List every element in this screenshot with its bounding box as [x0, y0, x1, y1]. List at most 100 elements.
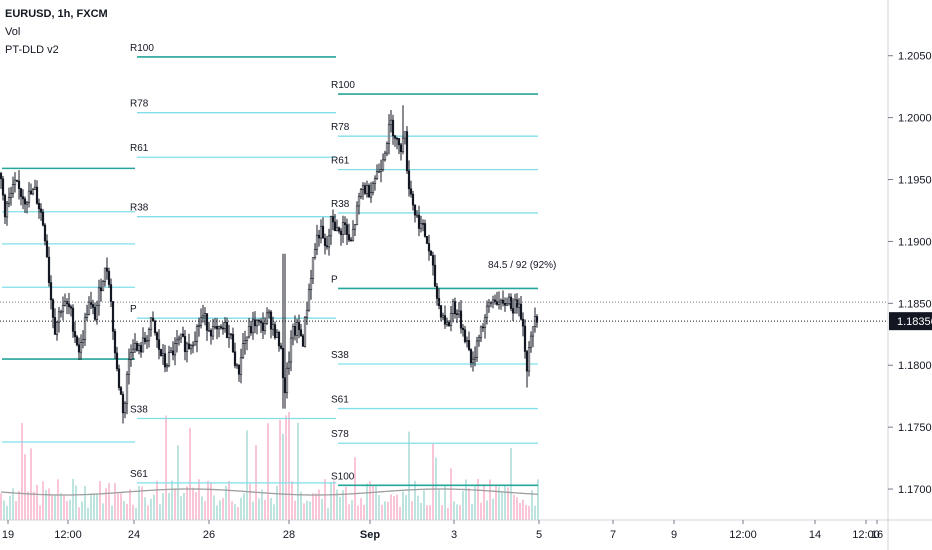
candle-body	[281, 348, 285, 379]
candle-body	[203, 313, 207, 317]
candle-body	[75, 336, 79, 346]
volume-bar	[231, 501, 233, 520]
volume-bar	[321, 498, 323, 520]
volume-bar	[171, 480, 173, 520]
volume-bar	[432, 443, 434, 520]
volume-bar	[90, 494, 92, 520]
candle-body	[279, 345, 283, 349]
volume-bar	[222, 498, 224, 520]
candle-body	[167, 352, 171, 367]
candle-body	[241, 343, 245, 359]
candle-body	[53, 317, 57, 335]
candle-body	[521, 318, 525, 327]
candle-body	[517, 303, 521, 308]
candle-body	[79, 342, 83, 353]
volume-bar	[402, 491, 404, 520]
candle-body	[321, 225, 325, 239]
volume-bar	[216, 505, 218, 520]
candle-body	[375, 171, 379, 179]
candle-body	[341, 222, 345, 236]
candle-body	[299, 329, 303, 337]
volume-bar	[453, 501, 455, 520]
volume-bar	[246, 430, 248, 520]
candle-body	[471, 358, 475, 364]
volume-bar	[114, 483, 116, 520]
volume-bar	[9, 495, 11, 520]
symbol-title[interactable]: EURUSD, 1h, FXCM	[5, 8, 108, 20]
volume-bar	[153, 494, 155, 520]
candle-body	[215, 326, 219, 330]
volume-bar	[12, 488, 14, 520]
candle-body	[475, 340, 479, 358]
candle-body	[217, 326, 221, 330]
volume-bar	[78, 507, 80, 520]
candle-body	[405, 131, 409, 172]
candle-body	[161, 353, 165, 356]
volume-bar	[123, 501, 125, 520]
volume-bar	[273, 504, 275, 520]
candle-body	[221, 327, 225, 330]
candle-body	[531, 326, 535, 337]
candle-body	[411, 193, 415, 206]
candle-body	[503, 302, 507, 306]
candle-body	[377, 171, 381, 173]
candle-body	[83, 317, 87, 341]
time-tick-label: 16	[871, 529, 883, 541]
candle-body	[385, 143, 389, 154]
volume-bar	[60, 493, 62, 520]
candle-body	[197, 325, 201, 327]
volume-bar	[21, 423, 23, 520]
pivot-level-label: P	[331, 274, 338, 285]
candle-body	[57, 311, 61, 323]
pivot-indicator-label[interactable]: PT-DLD v2	[5, 44, 59, 56]
volume-bar	[276, 485, 278, 520]
candle-body	[327, 235, 331, 248]
price-tick-label: 1.17000	[898, 484, 932, 496]
candle-body	[369, 192, 373, 198]
volume-bar	[456, 504, 458, 520]
volume-bar	[480, 502, 482, 520]
volume-bar	[294, 500, 296, 520]
volume-bar	[486, 500, 488, 520]
time-tick-label: 24	[128, 529, 140, 541]
candle-body	[443, 315, 447, 325]
candle-body	[523, 325, 527, 352]
candle-body	[189, 345, 193, 350]
price-axis[interactable]: 1.20500 1.20000 1.19500 1.19000 1.18500 1.180…	[887, 0, 932, 550]
volume-bar	[189, 427, 191, 520]
candle-body	[87, 301, 91, 315]
candle-body	[139, 345, 143, 353]
volume-bar	[75, 485, 77, 520]
candle-body	[29, 190, 33, 195]
candle-body	[275, 331, 279, 338]
candle-body	[407, 170, 411, 190]
volume-bar	[534, 505, 536, 520]
volume-bar	[258, 498, 260, 520]
volume-indicator-label[interactable]: Vol	[5, 26, 21, 38]
volume-bar	[225, 485, 227, 520]
candle-body	[283, 377, 287, 394]
candle-body	[349, 239, 353, 242]
candle-body	[43, 224, 47, 242]
volume-bar	[243, 493, 245, 520]
candle-body	[465, 340, 469, 342]
candle-body	[399, 144, 403, 153]
volume-bar	[195, 492, 197, 520]
pivot-level-label: R38	[130, 203, 149, 214]
volume-bar	[120, 493, 122, 520]
volume-bar	[45, 489, 47, 520]
candle-body	[247, 326, 251, 338]
volume-bar	[372, 485, 374, 520]
volume-bar	[270, 497, 272, 520]
candle-body	[447, 321, 451, 326]
candle-body	[111, 301, 115, 332]
candle-body	[277, 331, 281, 347]
candle-body	[121, 394, 125, 414]
chart-annotation: 84.5 / 92 (92%)	[488, 260, 556, 271]
candle-body	[199, 317, 203, 326]
volume-bar	[426, 505, 428, 520]
candle-body	[33, 186, 37, 190]
candle-body	[381, 159, 385, 170]
